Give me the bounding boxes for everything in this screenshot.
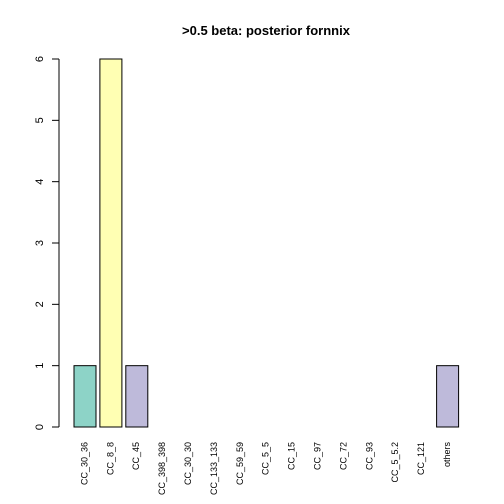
x-tick-label: CC_121	[416, 442, 426, 475]
x-tick-label: CC_72	[338, 442, 348, 470]
bar	[73, 365, 97, 428]
x-tick-label: others	[442, 442, 452, 468]
x-tick-label: CC_398_398	[157, 442, 167, 495]
y-tick-label: 1	[34, 363, 46, 369]
x-tick-label: CC_15	[287, 442, 297, 470]
x-tick-label: CC_97	[312, 442, 322, 470]
x-tick-label: CC_59_59	[235, 442, 245, 485]
y-tick-label: 4	[34, 179, 46, 185]
y-tick-label: 2	[34, 301, 46, 307]
bar	[99, 58, 123, 428]
x-tick-label: CC_30_30	[183, 442, 193, 485]
y-tick-label: 3	[34, 240, 46, 246]
y-tick-label: 0	[34, 424, 46, 430]
x-tick-label: CC_5_5	[261, 442, 271, 475]
bar	[125, 365, 149, 428]
x-axis-labels: CC_30_36 CC_8_8 CC_45 CC_398_398 CC_30_30 CC_…	[79, 442, 452, 496]
x-tick-label: CC_133_133	[209, 442, 219, 495]
x-tick-label: CC_93	[364, 442, 374, 470]
bar	[436, 365, 460, 428]
x-tick-label: CC_8_8	[105, 442, 115, 475]
x-tick-label: CC_30_36	[79, 442, 89, 485]
y-tick-label: 6	[34, 56, 46, 62]
bars	[73, 58, 460, 428]
x-tick-label: CC_45	[131, 442, 141, 470]
y-tick-label: 5	[34, 117, 46, 123]
x-tick-label: CC_5_5.2	[390, 442, 400, 483]
y-axis: 0 1 2 3 4 5 6	[34, 56, 60, 430]
chart-title: >0.5 beta: posterior fornnix	[182, 23, 351, 38]
